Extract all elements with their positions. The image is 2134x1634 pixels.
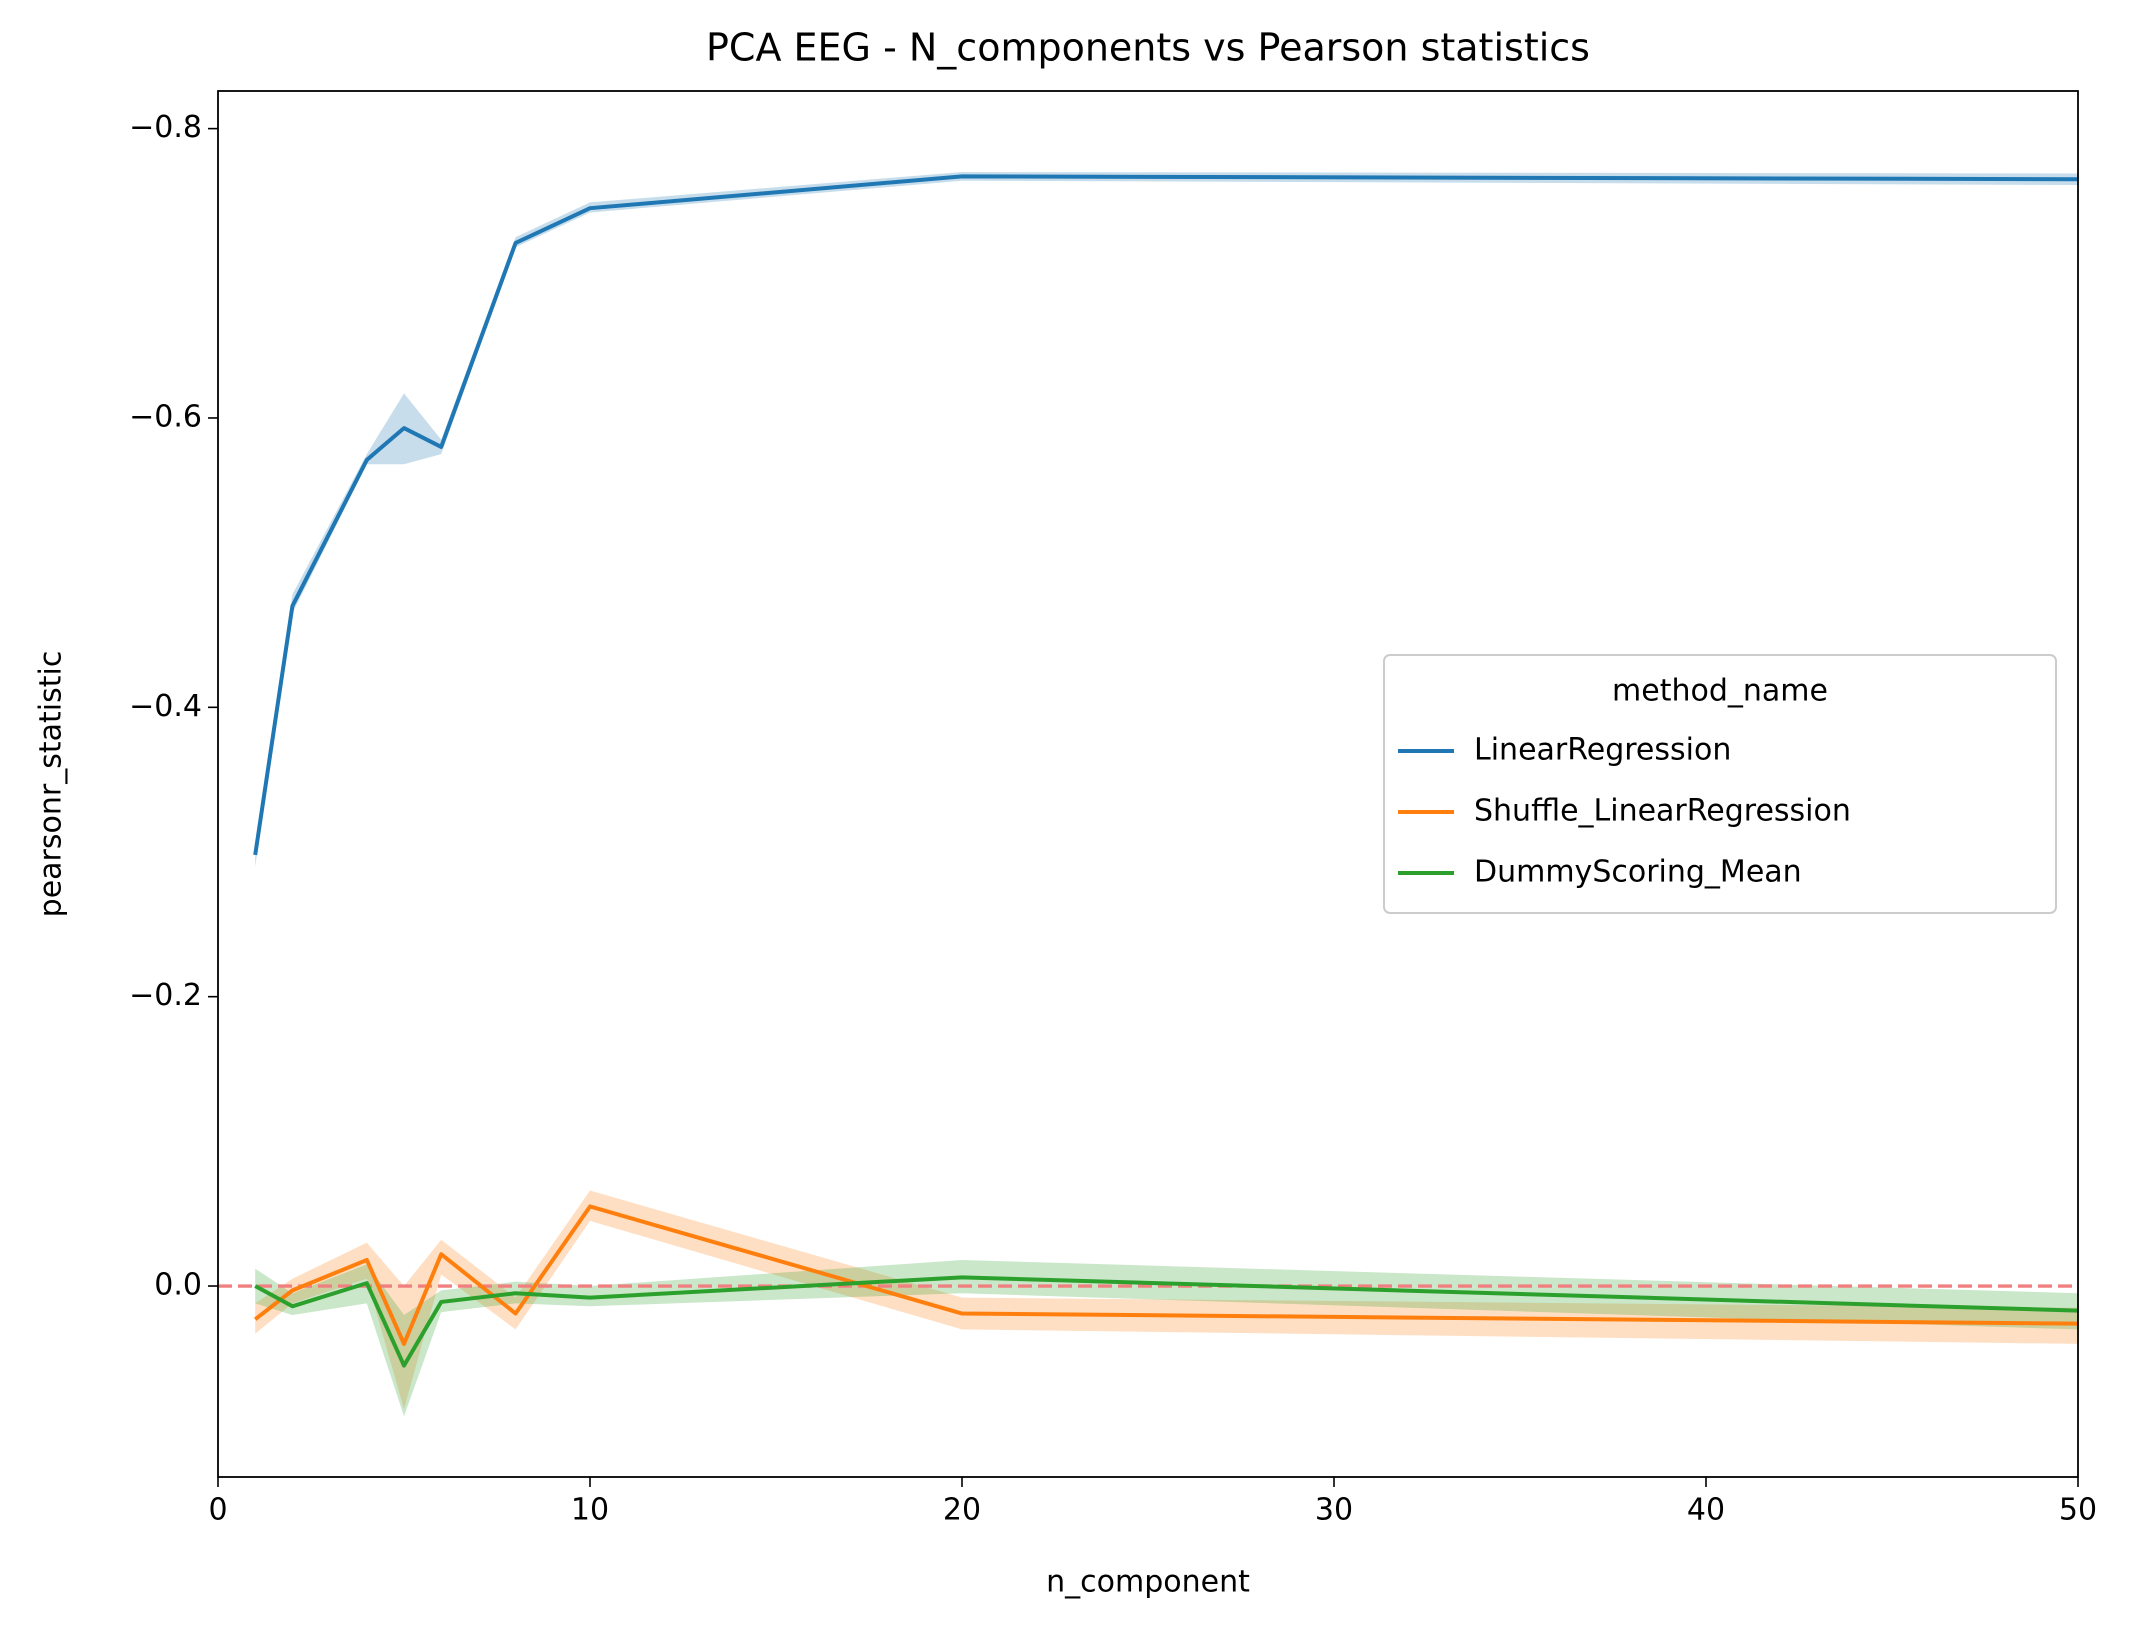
x-tick-label: 30	[1315, 1493, 1353, 1528]
plot-frame	[217, 90, 2079, 1478]
y-tick-label: −0.2	[129, 978, 202, 1013]
legend-box	[1383, 654, 2057, 914]
series-line	[253, 174, 2078, 856]
x-tick-label: 10	[571, 1493, 609, 1528]
legend-label: Shuffle_LinearRegression	[1474, 794, 1851, 829]
legend-label: DummyScoring_Mean	[1474, 855, 1802, 890]
series-line	[254, 1275, 2078, 1368]
x-tick-label: 40	[1687, 1493, 1725, 1528]
x-axis-label: n_component	[1046, 1565, 1250, 1600]
confidence-band	[255, 1259, 2078, 1417]
series-line	[253, 1204, 2078, 1346]
y-tick-label: 0.0	[154, 1268, 202, 1303]
y-tick-label: −0.4	[129, 689, 202, 724]
chart-title: PCA EEG - N_components vs Pearson statis…	[706, 26, 1590, 70]
confidence-band	[255, 1190, 2078, 1409]
x-tick-label: 20	[943, 1493, 981, 1528]
y-axis-label: pearsonr_statistic	[34, 651, 69, 918]
legend-title: method_name	[1612, 674, 1828, 709]
x-tick-label: 50	[2059, 1493, 2097, 1528]
x-tick-label: 0	[208, 1493, 227, 1528]
legend-label: LinearRegression	[1474, 733, 1731, 768]
y-tick-label: −0.8	[129, 110, 202, 145]
y-tick-label: −0.6	[129, 399, 202, 434]
